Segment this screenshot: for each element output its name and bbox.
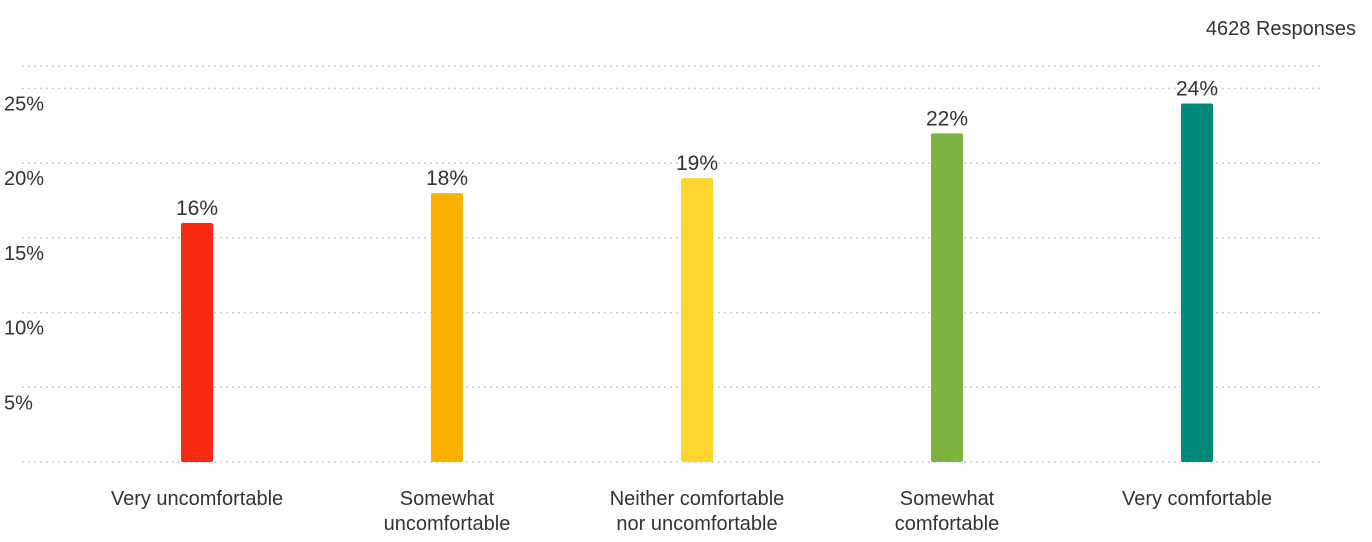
value-label: 24% [1176,77,1218,100]
value-label: 22% [926,107,968,130]
value-labels: 16% 18% 19% 22% 24% [176,77,1218,220]
y-axis-tick-labels: 5% 10% 15% 20% 25% [4,94,44,415]
bar [431,193,463,462]
y-tick-label: 20% [4,168,44,190]
bar [681,178,713,462]
gridlines [22,65,1322,463]
y-tick-label: 25% [4,94,44,116]
x-tick-label: Somewhat comfortable [895,488,1000,535]
bar [1181,103,1213,462]
value-label: 19% [676,152,718,175]
x-axis-category-labels: Very uncomfortable Somewhat uncomfortable N… [111,488,1272,535]
value-label: 16% [176,197,218,220]
x-tick-label: Very uncomfortable [111,488,283,510]
y-tick-label: 10% [4,318,44,340]
x-tick-label: Somewhat uncomfortable [384,488,511,535]
bar [181,222,213,462]
y-tick-label: 5% [4,392,33,414]
value-label: 18% [426,167,468,190]
x-tick-label: Very comfortable [1122,488,1272,510]
responses-count: 4628 Responses [1205,18,1356,40]
bar [931,133,963,462]
y-tick-label: 15% [4,243,44,265]
bars [181,103,1213,462]
x-tick-label: Neither comfortable nor uncomfortable [610,488,785,535]
